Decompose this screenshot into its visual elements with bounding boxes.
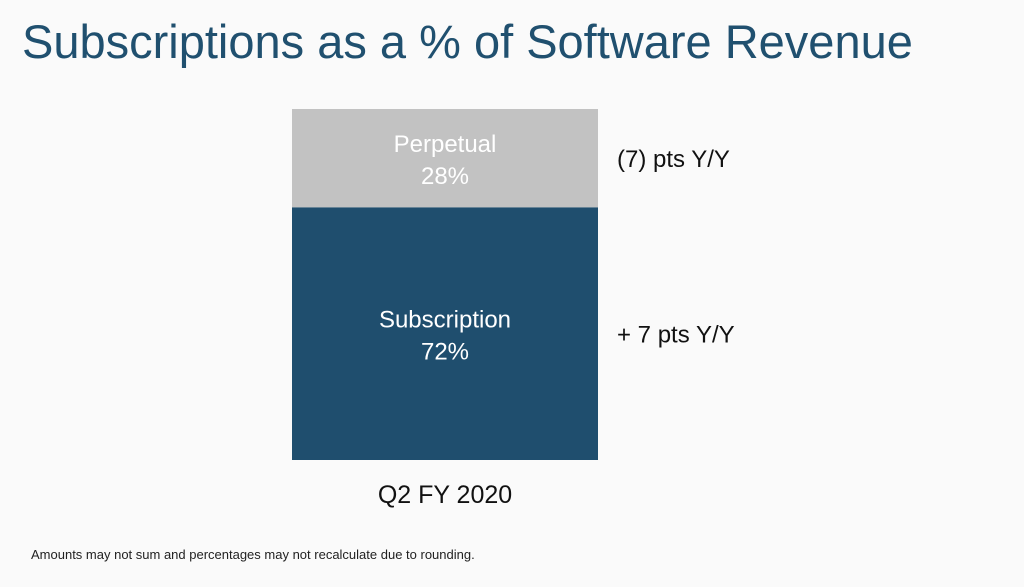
x-category-label: Q2 FY 2020: [378, 481, 512, 509]
segment-label-subscription: Subscription: [379, 307, 511, 334]
change-annotation-subscription: + 7 pts Y/Y: [617, 322, 735, 349]
slide-title: Subscriptions as a % of Software Revenue: [22, 15, 913, 68]
change-annotation-perpetual: (7) pts Y/Y: [617, 146, 730, 173]
segment-value-subscription: 72%: [421, 339, 469, 366]
segment-label-perpetual: Perpetual: [394, 131, 497, 158]
footnote: Amounts may not sum and percentages may …: [31, 547, 475, 562]
bar-segment-perpetual: [292, 109, 598, 208]
segment-value-perpetual: 28%: [421, 163, 469, 190]
bar-segment-subscription: [292, 207, 598, 460]
